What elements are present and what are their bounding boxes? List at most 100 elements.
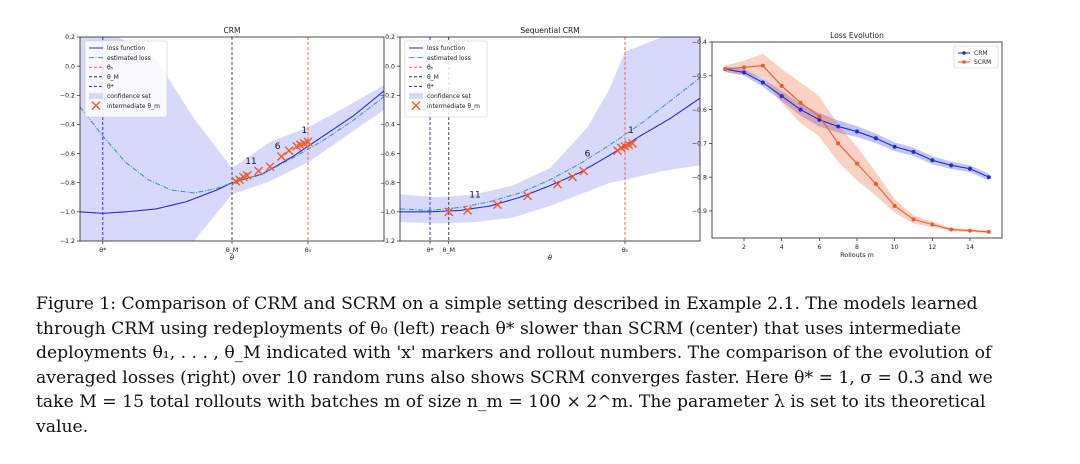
legend-entry: confidence set bbox=[107, 93, 152, 100]
chart-title: Sequential CRM bbox=[520, 26, 579, 35]
y-tick-label: 0.2 bbox=[65, 34, 75, 41]
scrm-point bbox=[986, 229, 991, 234]
legend-swatch bbox=[89, 93, 103, 99]
y-tick-label: −1.0 bbox=[60, 209, 75, 216]
scrm-point bbox=[930, 222, 935, 227]
legend-entry: confidence set bbox=[427, 93, 472, 100]
caption-line-4: averaged losses (right) over 10 random r… bbox=[36, 367, 993, 388]
rollout-number-label: 1 bbox=[628, 126, 634, 136]
legend-entry: loss function bbox=[107, 45, 145, 52]
intermediate-theta-marker bbox=[463, 205, 472, 215]
x-tick-label: 10 bbox=[891, 244, 899, 251]
crm-point bbox=[873, 136, 878, 141]
scrm-point bbox=[836, 141, 841, 146]
y-tick-label: −0.8 bbox=[60, 180, 75, 187]
crm-point bbox=[892, 144, 897, 149]
crm-point bbox=[930, 158, 935, 163]
crm-band bbox=[725, 66, 989, 181]
y-tick-label: −0.7 bbox=[692, 141, 707, 148]
legend-swatch bbox=[411, 101, 421, 111]
scrm-point bbox=[967, 228, 972, 233]
legend-entry: θ₀ bbox=[427, 64, 434, 71]
intermediate-theta-marker bbox=[276, 151, 286, 161]
caption-line-1: Figure 1: Comparison of CRM and SCRM on … bbox=[36, 294, 978, 314]
intermediate-theta-marker bbox=[303, 137, 313, 147]
scrm-point bbox=[949, 227, 954, 232]
legend-swatch-marker bbox=[962, 60, 966, 64]
legend-entry: θ_M bbox=[107, 74, 119, 81]
legend-entry: θ₀ bbox=[107, 64, 114, 71]
rollout-number-label: 11 bbox=[469, 190, 480, 200]
chart-sequential-crm: Sequential CRM 1 6 11 0.2 0.0 −0.2 −0.4 −0.6 −0.8… bbox=[380, 26, 701, 262]
intermediate-theta-marker bbox=[242, 170, 252, 180]
intermediate-theta-marker bbox=[493, 200, 502, 210]
x-tick-label: 12 bbox=[928, 244, 936, 251]
legend-entry: θ* bbox=[107, 84, 114, 91]
y-tick-label: −0.8 bbox=[692, 174, 707, 181]
crm-point bbox=[742, 70, 747, 75]
scrm-band bbox=[725, 53, 989, 234]
x-tick-label: θ₀ bbox=[622, 246, 629, 254]
scrm-point bbox=[760, 63, 765, 68]
axes-frame bbox=[399, 36, 701, 242]
estimated-loss-line bbox=[400, 77, 700, 211]
caption-line-5: take M = 15 total rollouts with batches … bbox=[36, 392, 986, 413]
x-axis-label: Rollouts m bbox=[840, 251, 874, 259]
intermediate-theta-marker bbox=[523, 191, 532, 201]
figure-1: CRM 1 6 11 0.2 0.0 −0.2 −0.4 −0.6 −0.8 −1.0 −1.2 θ* θ… bbox=[60, 26, 1003, 262]
chart-title: Loss Evolution bbox=[830, 31, 884, 40]
crm-point bbox=[967, 166, 972, 171]
legend-entry: SCRM bbox=[974, 59, 991, 66]
caption-line-3: deployments θ₁, . . . , θ_M indicated wi… bbox=[36, 343, 992, 364]
caption-line-6: value. bbox=[36, 416, 89, 437]
y-tick-label: −0.4 bbox=[380, 122, 395, 129]
scrm-point bbox=[798, 100, 803, 105]
crm-point bbox=[911, 149, 916, 154]
x-tick-label: θ* bbox=[99, 246, 106, 254]
scrm-point bbox=[911, 217, 916, 222]
legend-swatch bbox=[91, 101, 101, 111]
chart-loss-evolution: Loss Evolution −0.4 −0.5 −0.6 −0.7 −0.8 −0.9 2 4… bbox=[692, 31, 1003, 259]
y-tick-label: −0.2 bbox=[380, 92, 395, 99]
plot-area bbox=[400, 37, 700, 241]
figure-caption: Figure 1: Comparison of CRM and SCRM on … bbox=[36, 292, 1046, 440]
legend-entry: θ_M bbox=[427, 74, 439, 81]
crm-point bbox=[836, 124, 841, 129]
rollout-number-label: 6 bbox=[275, 142, 281, 152]
legend-box bbox=[84, 40, 168, 118]
y-tick-label: 0.0 bbox=[65, 63, 75, 70]
y-tick-label: −0.4 bbox=[692, 39, 707, 46]
x-tick-label: θ_M bbox=[226, 246, 239, 254]
intermediate-theta-marker bbox=[553, 179, 562, 189]
x-tick-label: 4 bbox=[780, 244, 784, 251]
legend-entry: estimated loss bbox=[107, 55, 151, 62]
x-tick-label: θ_M bbox=[442, 246, 455, 254]
crm-point bbox=[986, 175, 991, 180]
legend-entry: loss function bbox=[427, 45, 465, 52]
x-tick-label: 2 bbox=[742, 244, 746, 251]
legend-swatch bbox=[409, 93, 423, 99]
scrm-point bbox=[873, 181, 878, 186]
intermediate-theta-marker bbox=[579, 166, 589, 176]
intermediate-theta-marker bbox=[265, 162, 275, 172]
estimated-loss-line bbox=[80, 96, 384, 194]
crm-point bbox=[949, 163, 954, 168]
intermediate-theta-marker bbox=[628, 138, 637, 148]
legend-entry: intermediate θ_m bbox=[427, 103, 480, 110]
y-tick-label: −0.6 bbox=[380, 151, 395, 158]
loss-function-line bbox=[80, 90, 384, 214]
rollout-number-label: 6 bbox=[585, 149, 591, 159]
y-tick-label: −0.6 bbox=[692, 107, 707, 114]
legend-entry: estimated loss bbox=[427, 55, 471, 62]
y-tick-label: −0.6 bbox=[60, 151, 75, 158]
scrm-point bbox=[779, 83, 784, 88]
rollout-number-label: 11 bbox=[245, 157, 256, 167]
legend-entry: CRM bbox=[974, 50, 988, 57]
crm-point bbox=[798, 107, 803, 112]
x-tick-label: θ* bbox=[426, 246, 433, 254]
scrm-point bbox=[817, 114, 822, 119]
crm-point bbox=[760, 80, 765, 85]
chart-title: CRM bbox=[224, 26, 241, 35]
y-tick-label: 0.2 bbox=[385, 34, 395, 41]
legend-box bbox=[404, 40, 488, 118]
